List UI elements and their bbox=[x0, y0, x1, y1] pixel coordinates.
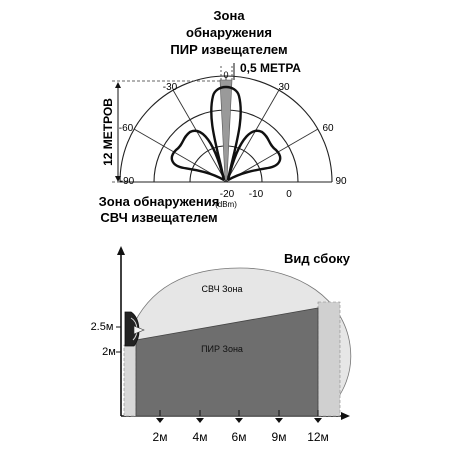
angle-neg30: -30 bbox=[163, 82, 178, 93]
angle-0: 0 bbox=[223, 70, 228, 80]
radial-label-0: 0 bbox=[286, 189, 292, 200]
height-label-2m: 2м bbox=[102, 346, 116, 358]
mw-zone-label: СВЧ Зона bbox=[201, 284, 242, 294]
distance-markers bbox=[156, 418, 322, 423]
mw-lobe-outline bbox=[170, 85, 282, 182]
pir-title-line-1: Зона bbox=[213, 8, 245, 23]
polar-diagram: Зона обнаружения ПИР извещателем 0,5 МЕТ… bbox=[99, 8, 347, 225]
distance-label-9m: 9м bbox=[272, 430, 287, 444]
detector-device bbox=[124, 311, 145, 347]
angle-neg90: -90 bbox=[120, 176, 135, 187]
pir-zone-label: ПИР Зона bbox=[201, 344, 243, 354]
radial-label-neg20: -20 bbox=[220, 189, 235, 200]
range-label: 12 МЕТРОВ bbox=[101, 98, 115, 166]
x-axis-arrow bbox=[341, 412, 350, 420]
distance-label-12m: 12м bbox=[307, 430, 329, 444]
marker-9m bbox=[275, 418, 283, 423]
side-view-diagram: Вид сбоку СВЧ Зона ПИР Зона 2.5м 2м bbox=[91, 246, 352, 444]
mw-title-line-1: Зона обнаружения bbox=[99, 194, 220, 209]
radial-label-neg10: -10 bbox=[249, 189, 264, 200]
distance-label-6m: 6м bbox=[232, 430, 247, 444]
marker-4m bbox=[196, 418, 204, 423]
distance-label-4m: 4м bbox=[193, 430, 208, 444]
y-axis-arrow bbox=[117, 246, 125, 255]
pir-title-line-3: ПИР извещателем bbox=[170, 42, 287, 57]
angle-pos30: 30 bbox=[278, 82, 290, 93]
angle-pos90: 90 bbox=[335, 176, 347, 187]
range-arrow-head-top bbox=[115, 82, 121, 88]
angle-neg60: -60 bbox=[119, 123, 134, 134]
height-label-2-5m: 2.5м bbox=[91, 321, 114, 333]
side-view-label: Вид сбоку bbox=[284, 251, 351, 266]
marker-12m bbox=[314, 418, 322, 423]
mw-title-line-2: СВЧ извещателем bbox=[100, 210, 217, 225]
angle-pos60: 60 bbox=[322, 123, 334, 134]
distance-label-2m: 2м bbox=[153, 430, 168, 444]
narrow-width-label: 0,5 МЕТРА bbox=[240, 61, 301, 75]
marker-6m bbox=[235, 418, 243, 423]
pir-narrow-beam bbox=[219, 79, 233, 181]
range-arrow-head-bottom bbox=[115, 176, 121, 182]
mw-zone-shadow-left bbox=[123, 344, 137, 417]
distance-ticks bbox=[159, 410, 319, 416]
mw-zone-shadow-right bbox=[317, 301, 341, 417]
unit-label: (dBm) bbox=[215, 200, 237, 209]
pir-title-line-2: обнаружения bbox=[186, 25, 272, 40]
marker-2m bbox=[156, 418, 164, 423]
